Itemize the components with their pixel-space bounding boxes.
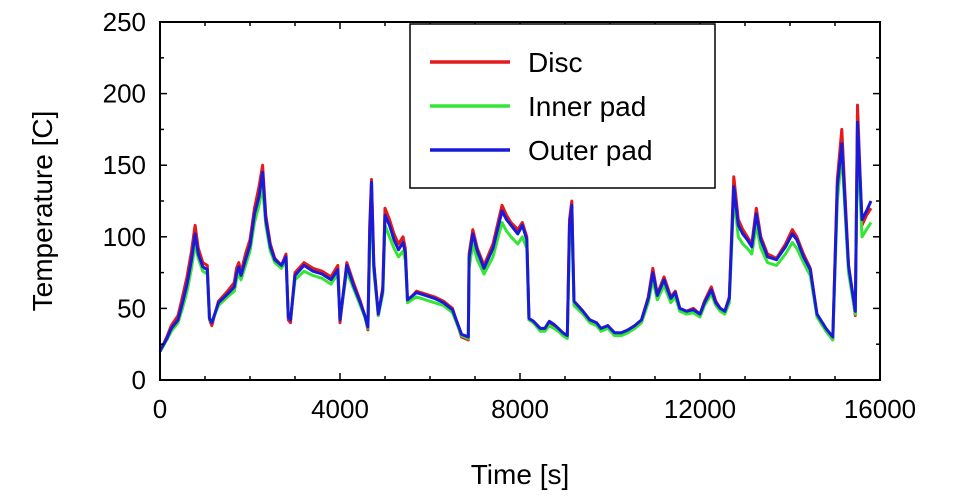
legend-label-outer-pad: Outer pad xyxy=(528,135,653,166)
y-tick-label: 150 xyxy=(103,150,146,180)
legend: Disc Inner pad Outer pad xyxy=(409,23,716,189)
x-axis-title: Time [s] xyxy=(471,459,570,490)
legend-label-disc: Disc xyxy=(528,47,582,78)
ticks-layer: 0 4000 8000 12000 16000 0 50 100 150 200 250 xyxy=(103,7,917,424)
x-tick-label: 12000 xyxy=(664,394,736,424)
x-tick-label: 0 xyxy=(153,394,167,424)
y-tick-label: 100 xyxy=(103,222,146,252)
series-layer xyxy=(158,103,873,353)
y-tick-label: 200 xyxy=(103,79,146,109)
y-tick-label: 0 xyxy=(132,365,146,395)
y-tick-label: 250 xyxy=(103,7,146,37)
y-axis-title: Temperature [C] xyxy=(27,111,58,312)
legend-label-inner-pad: Inner pad xyxy=(528,91,646,122)
series-line-outer-pad xyxy=(158,120,873,353)
x-tick-label: 4000 xyxy=(311,394,369,424)
x-tick-label: 16000 xyxy=(844,394,916,424)
x-tick-label: 8000 xyxy=(491,394,549,424)
series-line-inner-pad xyxy=(158,137,873,353)
y-tick-label: 50 xyxy=(117,293,146,323)
